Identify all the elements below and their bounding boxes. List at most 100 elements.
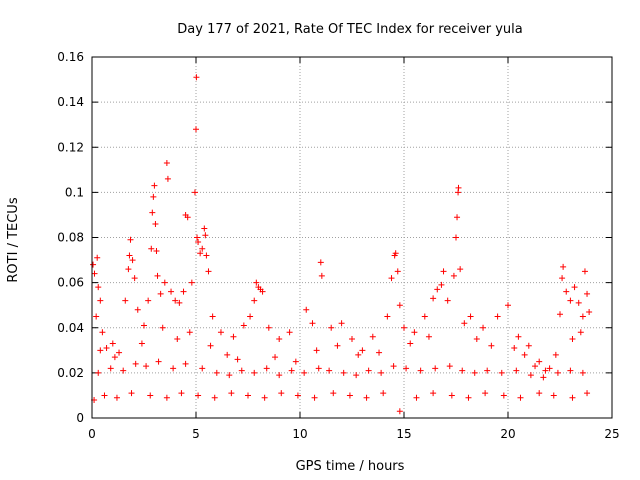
roti-point [134,306,141,313]
roti-point [141,322,147,329]
roti-point [294,392,301,399]
roti-point [459,367,466,374]
y-tick-label: 0 [76,411,84,425]
roti-point [309,320,316,327]
x-tick-label: 0 [88,427,96,441]
roti-point [546,365,553,372]
roti-point [153,248,160,255]
roti-point [168,288,175,295]
roti-point [498,369,505,376]
roti-point [178,390,185,397]
roti-point [461,320,468,327]
roti-point [425,333,432,340]
roti-point [411,329,418,336]
roti-point [434,286,441,293]
roti-point [340,369,347,376]
roti-point [532,363,539,370]
roti-point [253,279,260,286]
roti-point [394,268,401,275]
roti-point [552,351,559,358]
grid-lines [92,57,612,418]
roti-point [163,160,170,167]
roti-point [278,390,285,397]
roti-point [554,369,561,376]
roti-point [318,272,325,279]
x-tick-label: 5 [192,427,200,441]
roti-point [213,369,220,376]
roti-point [559,275,566,282]
roti-point [494,313,501,320]
roti-point [396,408,403,415]
roti-point [521,351,528,358]
roti-point [579,369,586,376]
y-tick-label: 0.02 [57,366,84,380]
roti-point [94,254,101,261]
roti-point [245,392,251,399]
roti-point [313,347,320,354]
y-tick-label: 0.08 [57,231,84,245]
roti-point [126,252,133,259]
roti-point [95,284,102,291]
roti-point [157,290,164,297]
roti-point [536,390,543,397]
roti-point [247,313,254,320]
roti-point [346,392,353,399]
roti-point [584,390,591,397]
roti-point [149,209,156,216]
chart-title: Day 177 of 2021, Rate Of TEC Index for r… [177,22,522,37]
roti-point [251,297,258,304]
roti-point [202,232,209,239]
roti-point [584,290,591,297]
y-tick-label: 0.16 [57,50,84,64]
roti-point [109,340,116,347]
roti-point [338,320,345,327]
roti-point [369,333,376,340]
roti-point [180,288,187,295]
roti-point [569,394,576,401]
roti-point [265,324,272,331]
roti-point [211,394,218,401]
roti-point [148,245,155,252]
roti-point [446,363,453,370]
roti-point [132,360,139,367]
roti-point [444,297,451,304]
roti-point [349,336,355,343]
roti-point [238,367,245,374]
roti-point [421,313,428,320]
roti-point [515,333,522,340]
roti-point [513,367,520,374]
roti-point [450,272,457,279]
roti-point [217,329,224,336]
roti-point [161,279,168,286]
roti-point [292,358,299,365]
roti-point [197,250,204,257]
roti-point [567,297,574,304]
roti-point [550,392,557,399]
roti-point [151,182,158,189]
roti-point [315,365,322,372]
roti-point [131,275,138,282]
roti-point [359,347,366,354]
roti-point [138,340,145,347]
roti-point [261,394,268,401]
roti-point [527,372,534,379]
x-tick-label: 10 [292,427,307,441]
roti-point [191,189,198,196]
roti-point [363,394,370,401]
x-tick-label: 25 [604,427,619,441]
roti-point [152,220,159,227]
roti-point [480,324,487,331]
roti-point [209,313,216,320]
roti-point [396,302,403,309]
roti-point [317,259,324,266]
roti-point [276,336,283,343]
roti-point [455,184,462,191]
roti-point [230,333,237,340]
roti-point [143,363,150,370]
roti-point [525,342,532,349]
roti-point [164,175,171,182]
roti-point [199,245,206,252]
roti-point [457,266,464,273]
roti-point [417,367,424,374]
roti-point [201,225,208,232]
